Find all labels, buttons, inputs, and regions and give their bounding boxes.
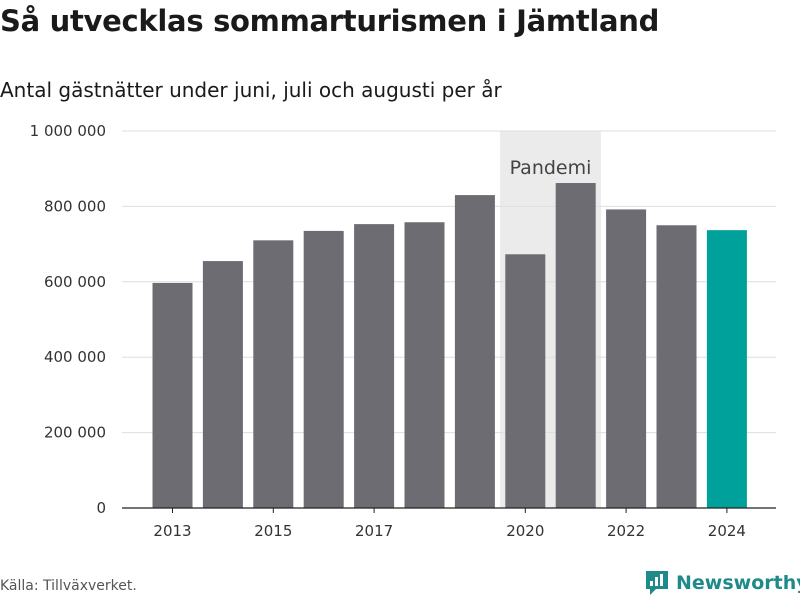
x-tick-label: 2022: [607, 522, 645, 540]
bar-2024: [706, 230, 747, 508]
x-tick-label: 2024: [708, 522, 746, 540]
bar-2017: [354, 224, 395, 508]
bar-2020: [505, 254, 546, 508]
bar-2016: [303, 230, 344, 508]
bar-2023: [656, 225, 697, 508]
y-tick-label: 1 000 000: [30, 122, 106, 140]
y-tick-label: 800 000: [44, 197, 106, 215]
bar-2014: [202, 261, 243, 508]
x-tick-label: 2020: [506, 522, 544, 540]
bar-2018: [404, 222, 445, 508]
bar-2021: [555, 183, 596, 508]
x-tick-label: 2015: [254, 522, 292, 540]
y-tick-label: 0: [96, 499, 106, 517]
bar-2015: [253, 240, 294, 508]
bar-2019: [454, 195, 495, 508]
chart-subtitle: Antal gästnätter under juni, juli och au…: [0, 78, 502, 102]
y-tick-label: 600 000: [44, 273, 106, 291]
x-tick-label: 2013: [153, 522, 191, 540]
chart-title: Så utvecklas sommarturismen i Jämtland: [0, 4, 660, 38]
source-note: Källa: Tillväxverket.: [0, 578, 137, 594]
y-tick-label: 200 000: [44, 424, 106, 442]
bar-2022: [606, 209, 647, 508]
brand-name: Newsworthy: [676, 572, 800, 594]
x-tick-label: 2017: [355, 522, 393, 540]
newsworthy-logo-icon: [646, 571, 668, 595]
y-tick-label: 400 000: [44, 348, 106, 366]
bar-2013: [152, 282, 193, 508]
shaded-region-label: Pandemi: [510, 157, 592, 179]
brand[interactable]: Newsworthy: [644, 569, 800, 597]
